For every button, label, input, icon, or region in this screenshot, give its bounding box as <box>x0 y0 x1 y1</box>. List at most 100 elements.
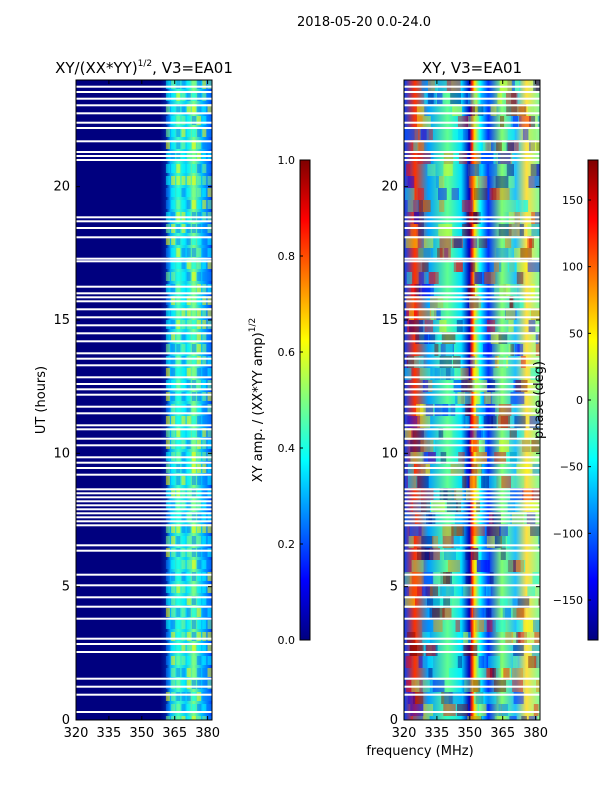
heatmap-cell <box>471 716 482 720</box>
heatmap-cell <box>202 656 207 665</box>
heatmap-cell <box>207 200 212 209</box>
heatmap-cell <box>470 356 476 368</box>
heatmap-cell <box>186 200 191 209</box>
x-tick-label: 350 <box>129 726 154 741</box>
heatmap-cell <box>518 104 527 116</box>
heatmap-cell <box>445 368 451 380</box>
heatmap-cell <box>416 104 425 116</box>
heatmap-cell <box>165 116 170 125</box>
heatmap-cell <box>465 572 472 584</box>
heatmap-cell <box>207 524 212 533</box>
heatmap-cell <box>207 560 212 569</box>
heatmap-cell <box>202 644 207 653</box>
heatmap-cell <box>191 404 196 413</box>
heatmap-cell <box>181 668 186 677</box>
heatmap-cell <box>440 584 454 596</box>
flagged-gap-line <box>76 693 212 696</box>
heatmap-cell <box>404 128 415 140</box>
heatmap-cell <box>538 536 540 548</box>
heatmap-cell <box>535 332 540 344</box>
heatmap-cell <box>181 416 186 425</box>
heatmap-cell <box>176 632 181 641</box>
heatmap-cell <box>441 428 451 440</box>
heatmap-cell <box>202 428 207 437</box>
heatmap-cell <box>181 620 186 629</box>
heatmap-cell <box>469 476 477 488</box>
heatmap-cell <box>202 104 207 113</box>
heatmap-cell <box>527 236 532 248</box>
heatmap-cell <box>171 692 176 701</box>
heatmap-cell <box>534 176 540 188</box>
heatmap-cell <box>492 524 501 536</box>
heatmap-cell <box>475 272 482 284</box>
heatmap-cell <box>197 116 202 125</box>
heatmap-cell <box>498 416 509 428</box>
heatmap-cell <box>428 548 440 560</box>
heatmap-cell <box>171 128 176 137</box>
heatmap-cell <box>443 152 454 164</box>
heatmap-cell <box>515 344 520 356</box>
heatmap-cell <box>202 176 207 185</box>
heatmap-cell <box>414 284 421 296</box>
heatmap-cell <box>479 704 487 716</box>
flagged-gap-line <box>76 364 212 367</box>
heatmap-cell <box>427 584 433 596</box>
heatmap-cell <box>489 188 500 200</box>
heatmap-cell <box>423 236 434 248</box>
heatmap-cell <box>176 416 181 425</box>
heatmap-cell <box>165 308 170 317</box>
heatmap-cell <box>165 656 170 665</box>
colorbar-tick-label: 100 <box>562 261 583 274</box>
flagged-gap-line <box>76 357 212 360</box>
heatmap-cell <box>455 620 461 632</box>
heatmap-cell <box>458 128 468 140</box>
heatmap-cell <box>537 224 540 236</box>
heatmap-cell <box>513 380 521 392</box>
heatmap-cell <box>486 536 495 548</box>
heatmap-cell <box>197 308 202 317</box>
heatmap-cell <box>416 404 424 416</box>
flagged-gap-line <box>404 236 540 239</box>
heatmap-cell <box>434 308 441 320</box>
heatmap-cell <box>453 236 462 248</box>
heatmap-cell <box>538 176 540 188</box>
heatmap-cell <box>186 140 191 149</box>
heatmap-cell <box>463 644 477 656</box>
x-tick-label: 350 <box>457 726 482 741</box>
heatmap-cell <box>171 260 176 269</box>
colorbar-tick-label: 150 <box>562 194 583 207</box>
flagged-gap-line <box>76 97 212 100</box>
heatmap-cell <box>207 140 212 149</box>
heatmap-cell <box>197 128 202 137</box>
heatmap-cell <box>505 668 511 680</box>
heatmap-cell <box>442 524 454 536</box>
heatmap-cell <box>197 260 202 269</box>
heatmap-cell <box>165 536 170 545</box>
heatmap-cell <box>176 116 181 125</box>
heatmap-cell <box>500 152 512 164</box>
heatmap-cell <box>498 704 509 716</box>
heatmap-cell <box>186 392 191 401</box>
heatmap-cell <box>191 128 196 137</box>
heatmap-cell <box>429 272 435 284</box>
heatmap-cell <box>452 596 460 608</box>
heatmap-cell <box>469 260 476 272</box>
heatmap-cell <box>516 608 526 620</box>
heatmap-cell <box>488 668 495 680</box>
heatmap-cell <box>475 692 484 704</box>
flagged-gap-line <box>404 151 540 153</box>
x-tick-label: 380 <box>523 726 548 741</box>
heatmap-cell <box>207 656 212 665</box>
heatmap-cell <box>422 620 434 632</box>
flagged-gap-line <box>404 596 540 599</box>
heatmap-cell <box>422 260 429 272</box>
heatmap-cell <box>207 692 212 701</box>
heatmap-cell <box>467 164 482 176</box>
heatmap-cell <box>505 308 517 320</box>
heatmap-cell <box>460 368 469 380</box>
heatmap-cell <box>499 596 508 608</box>
heatmap-cell <box>165 692 170 701</box>
heatmap-cell <box>484 392 491 404</box>
flagged-gap-line <box>404 257 540 260</box>
y-tick-label: 10 <box>53 446 70 461</box>
